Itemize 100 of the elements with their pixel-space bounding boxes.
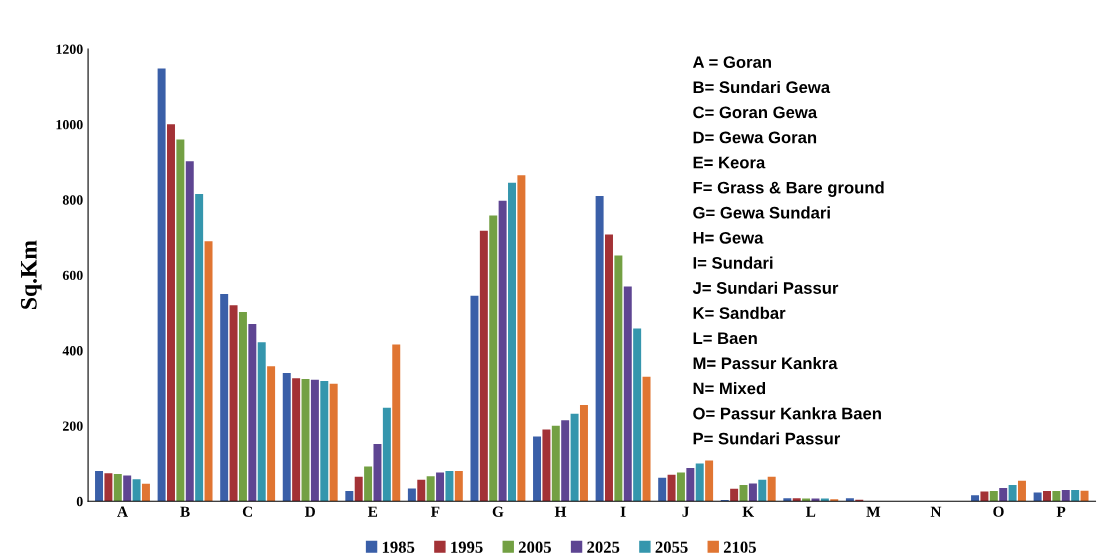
- bar: [595, 195, 604, 502]
- annotation: P= Sundari Passur: [693, 432, 841, 445]
- bar: [748, 483, 757, 502]
- annotation: B= Sundari Gewa: [693, 80, 831, 94]
- bar: [1080, 490, 1089, 502]
- bar: [417, 479, 426, 502]
- bar: [695, 463, 704, 502]
- x-tick-label: P: [1056, 506, 1066, 517]
- bar: [382, 407, 391, 502]
- bar: [517, 175, 526, 502]
- x-tick-label: C: [242, 506, 252, 517]
- bar: [614, 255, 623, 502]
- bar: [392, 344, 401, 502]
- bar: [123, 475, 132, 502]
- bar: [1071, 489, 1080, 502]
- bar: [980, 491, 989, 502]
- bar: [551, 425, 560, 502]
- y-tick-label: 0: [76, 496, 83, 507]
- x-tick-label: L: [805, 506, 816, 517]
- bar: [132, 479, 141, 502]
- bar: [767, 476, 776, 502]
- y-tick-label: 1200: [56, 44, 83, 54]
- bar: [508, 182, 516, 502]
- y-tick-label: 400: [62, 346, 83, 356]
- x-tick-label: I: [620, 506, 626, 517]
- bar: [642, 376, 651, 502]
- bar: [705, 460, 714, 502]
- bar: [373, 443, 382, 502]
- bar: [345, 491, 354, 502]
- bar: [104, 473, 113, 502]
- bar: [686, 468, 695, 502]
- bar: [1008, 485, 1017, 502]
- bar: [971, 495, 980, 502]
- bar: [489, 215, 498, 502]
- bar: [758, 479, 767, 502]
- y-tick-label: 200: [62, 421, 83, 431]
- bar: [329, 383, 338, 502]
- bar: [267, 366, 276, 502]
- bar: [282, 373, 291, 502]
- y-axis-title: Sq.Km: [20, 240, 42, 309]
- bar: [167, 124, 175, 502]
- x-tick-label: E: [367, 506, 378, 517]
- bar: [570, 413, 579, 502]
- bar: [436, 472, 445, 502]
- bar: [498, 200, 507, 502]
- legend-label: 1985: [382, 541, 415, 553]
- bar: [783, 498, 792, 502]
- annotation: G= Gewa Sundari: [693, 206, 830, 219]
- bar: [623, 286, 632, 502]
- bar: [989, 491, 998, 502]
- bar: [667, 474, 676, 502]
- bar: [292, 378, 301, 502]
- y-tick-label: 600: [62, 270, 83, 281]
- bar: [229, 305, 238, 502]
- bar: [257, 342, 266, 502]
- bar: [141, 483, 150, 502]
- bar: [533, 436, 542, 502]
- bar: [185, 161, 194, 502]
- bar: [633, 328, 642, 502]
- bar: [204, 241, 213, 502]
- bar: [310, 379, 319, 502]
- bar: [354, 476, 363, 502]
- bar: [739, 485, 748, 502]
- bar: [113, 474, 122, 502]
- bar: [658, 477, 667, 502]
- bar: [1052, 491, 1061, 502]
- bar: [1061, 489, 1070, 502]
- bar: [1017, 480, 1026, 502]
- bar: [364, 466, 373, 502]
- bar: [1033, 492, 1042, 502]
- legend-label: 2025: [587, 541, 620, 553]
- legend-label: 2055: [655, 541, 688, 553]
- bar: [999, 488, 1008, 502]
- bar: [845, 498, 854, 502]
- bar: [1043, 491, 1051, 502]
- x-tick-label: M: [866, 506, 881, 517]
- x-tick-label: G: [492, 506, 504, 517]
- bar: [605, 234, 613, 502]
- bar: [579, 405, 588, 502]
- annotation: A = Goran: [692, 56, 771, 69]
- bar: [320, 380, 329, 502]
- bar: [470, 295, 479, 502]
- bar: [426, 476, 435, 502]
- bar: [561, 420, 570, 502]
- bar: [238, 312, 247, 502]
- annotation: D= Gewa Goran: [693, 131, 817, 144]
- annotation: C= Goran Gewa: [693, 106, 818, 119]
- bar: [479, 230, 488, 502]
- annotation: K= Sandbar: [693, 306, 786, 319]
- bar: [407, 488, 416, 502]
- bar: [445, 471, 454, 502]
- legend-label: 2105: [723, 541, 756, 553]
- x-tick-label: K: [742, 506, 755, 517]
- x-tick-label: F: [430, 506, 440, 517]
- x-tick-label: B: [180, 506, 190, 517]
- x-tick-label: J: [682, 506, 690, 517]
- x-tick-label: H: [554, 506, 567, 517]
- y-tick-label: 1000: [56, 119, 83, 130]
- bar: [157, 68, 166, 502]
- annotation: H= Gewa: [693, 231, 764, 244]
